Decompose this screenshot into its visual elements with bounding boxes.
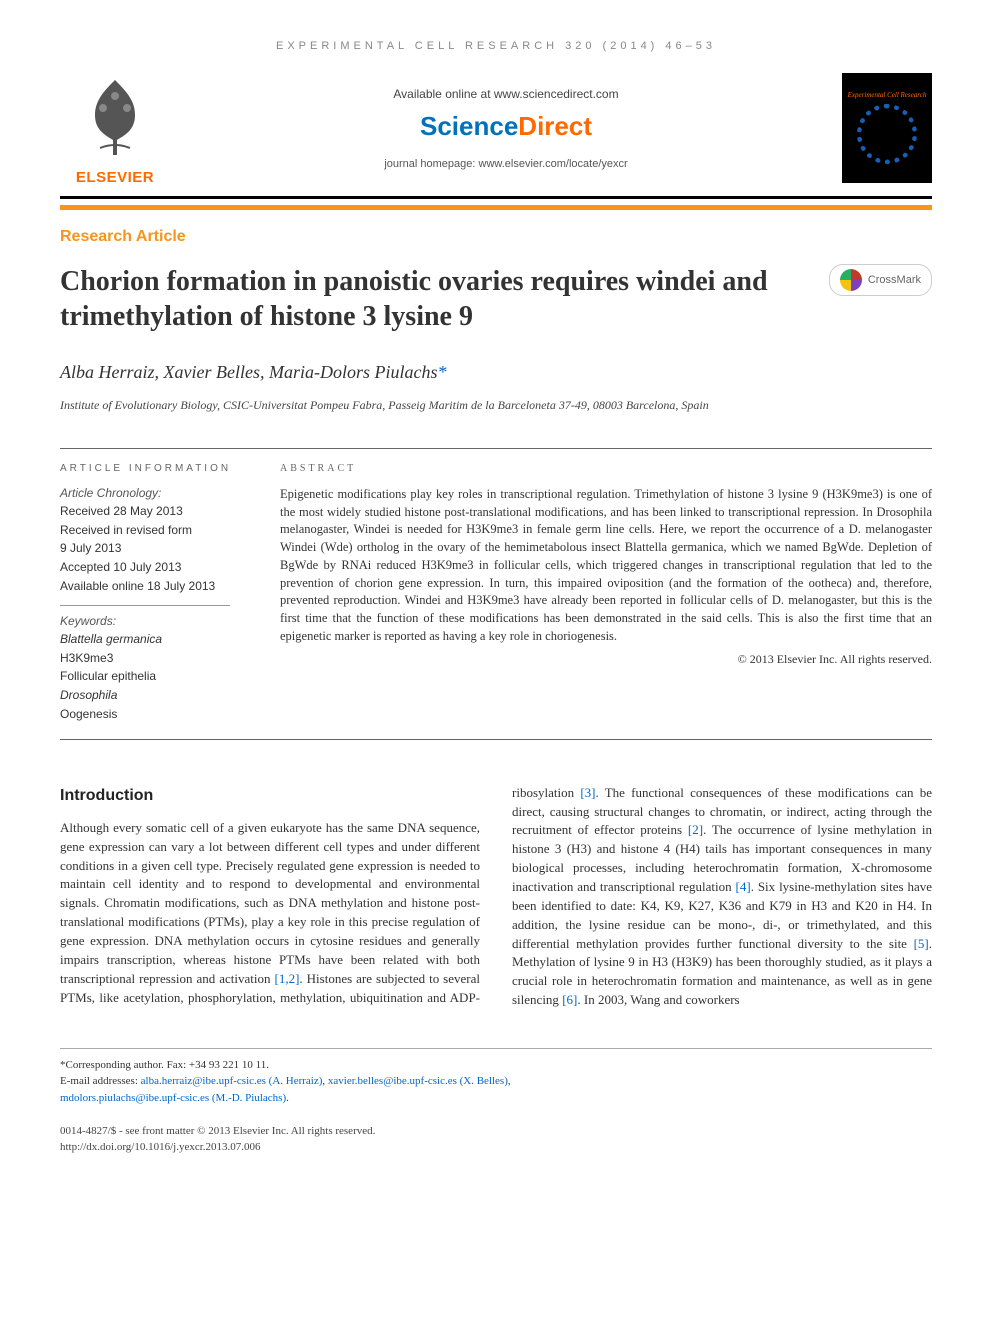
- authors-plain: Alba Herraiz, Xavier Belles,: [60, 362, 269, 382]
- abstract-column: ABSTRACT Epigenetic modifications play k…: [280, 463, 932, 725]
- cover-ring-graphic: [857, 104, 917, 164]
- meta-divider: [60, 605, 230, 606]
- abstract-copyright: © 2013 Elsevier Inc. All rights reserved…: [280, 652, 932, 667]
- sd-direct-text: Direct: [518, 111, 592, 141]
- keyword-3: Drosophila: [60, 687, 256, 704]
- keyword-0: Blattella germanica: [60, 631, 256, 648]
- accepted-date: Accepted 10 July 2013: [60, 559, 256, 576]
- elsevier-tree-icon: [75, 70, 155, 160]
- article-info-column: ARTICLE INFORMATION Article Chronology: …: [60, 463, 280, 725]
- crossmark-badge[interactable]: CrossMark: [829, 264, 932, 296]
- orange-divider: [60, 205, 932, 210]
- keywords-label: Keywords:: [60, 614, 256, 628]
- meta-abstract-block: ARTICLE INFORMATION Article Chronology: …: [60, 448, 932, 740]
- sciencedirect-logo[interactable]: ScienceDirect: [170, 111, 842, 142]
- email-2[interactable]: xavier.belles@ibe.upf-csic.es (X. Belles…: [328, 1075, 508, 1087]
- keyword-1: H3K9me3: [60, 650, 256, 667]
- abstract-heading: ABSTRACT: [280, 463, 932, 474]
- online-date: Available online 18 July 2013: [60, 578, 256, 595]
- footnotes-block: *Corresponding author. Fax: +34 93 221 1…: [60, 1048, 932, 1107]
- elsevier-logo-block: ELSEVIER: [60, 70, 170, 186]
- article-title: Chorion formation in panoistic ovaries r…: [60, 264, 780, 334]
- cover-title-text: Experimental Cell Research: [848, 92, 927, 100]
- article-type-label: Research Article: [60, 228, 932, 246]
- revised-date-2: 9 July 2013: [60, 540, 256, 557]
- revised-date-1: Received in revised form: [60, 522, 256, 539]
- author-list: Alba Herraiz, Xavier Belles, Maria-Dolor…: [60, 362, 932, 383]
- available-online-text: Available online at www.sciencedirect.co…: [170, 87, 842, 101]
- body-two-columns: Introduction Although every somatic cell…: [60, 784, 932, 1010]
- journal-ref-header: EXPERIMENTAL CELL RESEARCH 320 (2014) 46…: [60, 40, 932, 52]
- intro-paragraph: Although every somatic cell of a given e…: [60, 784, 932, 1010]
- received-date: Received 28 May 2013: [60, 503, 256, 520]
- email-3[interactable]: mdolors.piulachs@ibe.upf-csic.es (M.-D. …: [60, 1092, 286, 1104]
- abstract-text: Epigenetic modifications play key roles …: [280, 486, 932, 646]
- crossmark-label: CrossMark: [868, 274, 921, 286]
- cite-3[interactable]: [3]: [580, 785, 595, 800]
- publisher-header: ELSEVIER Available online at www.science…: [60, 70, 932, 199]
- article-info-heading: ARTICLE INFORMATION: [60, 463, 256, 474]
- intro-p1a: Although every somatic cell of a given e…: [60, 820, 480, 986]
- corresponding-author: Maria-Dolors Piulachs: [269, 362, 438, 382]
- email-label: E-mail addresses:: [60, 1075, 141, 1087]
- corresponding-footnote: *Corresponding author. Fax: +34 93 221 1…: [60, 1057, 932, 1074]
- sciencedirect-block: Available online at www.sciencedirect.co…: [170, 87, 842, 170]
- crossmark-icon: [840, 269, 862, 291]
- email-1[interactable]: alba.herraiz@ibe.upf-csic.es (A. Herraiz…: [141, 1075, 323, 1087]
- cite-6[interactable]: [6]: [562, 992, 577, 1007]
- intro-p1g: . In 2003, Wang and coworkers: [577, 992, 739, 1007]
- intro-heading: Introduction: [60, 784, 480, 807]
- cite-2[interactable]: [2]: [688, 822, 703, 837]
- keyword-2: Follicular epithelia: [60, 668, 256, 685]
- sd-science-text: Science: [420, 111, 518, 141]
- elsevier-wordmark: ELSEVIER: [60, 169, 170, 186]
- cite-1-2[interactable]: [1,2]: [275, 971, 300, 986]
- corresponding-mark[interactable]: *: [437, 362, 446, 382]
- issn-line: 0014-4827/$ - see front matter © 2013 El…: [60, 1124, 932, 1139]
- affiliation-text: Institute of Evolutionary Biology, CSIC-…: [60, 397, 780, 414]
- keyword-4: Oogenesis: [60, 706, 256, 723]
- email-line: E-mail addresses: alba.herraiz@ibe.upf-c…: [60, 1073, 932, 1090]
- journal-cover-thumb: Experimental Cell Research: [842, 73, 932, 183]
- doi-line: http://dx.doi.org/10.1016/j.yexcr.2013.0…: [60, 1140, 932, 1155]
- cite-4[interactable]: [4]: [736, 879, 751, 894]
- footer-ids: 0014-4827/$ - see front matter © 2013 El…: [60, 1124, 932, 1155]
- chronology-label: Article Chronology:: [60, 486, 256, 500]
- journal-homepage-text: journal homepage: www.elsevier.com/locat…: [170, 158, 842, 170]
- cite-5[interactable]: [5]: [914, 936, 929, 951]
